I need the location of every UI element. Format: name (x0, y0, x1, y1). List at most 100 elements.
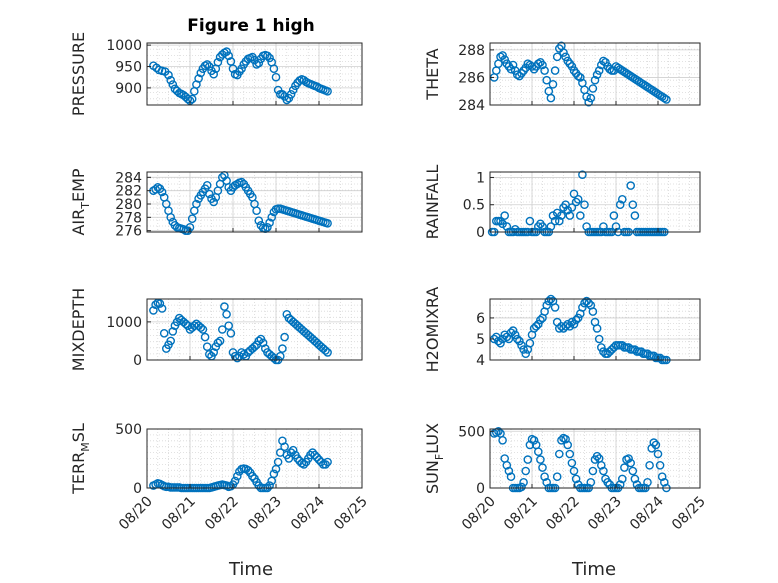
data-point (209, 348, 218, 357)
data-point (586, 93, 596, 103)
data-point (542, 300, 552, 310)
data-point (224, 51, 233, 61)
data-point (651, 440, 661, 450)
data-point (506, 64, 516, 74)
chart-panel-right-1: 284 286 288 THETA (423, 41, 701, 114)
data-point (582, 222, 591, 231)
data-point (536, 455, 545, 464)
data-point (166, 75, 175, 85)
data-point (624, 454, 633, 463)
data-point (498, 435, 507, 445)
data-point (200, 332, 210, 342)
data-point (599, 56, 608, 66)
y-axis-label: H2OMIXRA (423, 287, 442, 373)
data-point (508, 326, 518, 335)
chart-panel-left-1: 900 950 1000 PRESSURE (69, 32, 363, 116)
data-point (601, 58, 610, 67)
data-point (653, 449, 663, 459)
data-point (521, 349, 531, 359)
y-tick-label: 5 (476, 332, 485, 348)
data-point (254, 58, 264, 68)
data-point (170, 220, 180, 230)
x-tick-label: 08/23 (245, 494, 285, 534)
data-point (571, 315, 581, 325)
data-point (496, 338, 505, 348)
data-point (263, 51, 272, 61)
data-point (263, 222, 272, 232)
data-point (215, 336, 225, 346)
data-point (563, 440, 573, 450)
data-point (569, 189, 579, 199)
x-tick-label: 08/25 (331, 494, 371, 534)
data-point (506, 472, 516, 482)
data-point (222, 47, 231, 56)
data-point (282, 95, 292, 105)
data-point (243, 465, 253, 475)
data-point (599, 222, 608, 231)
data-point (567, 203, 577, 212)
data-point (542, 75, 552, 85)
data-point (237, 177, 246, 187)
x-axis-label-right: Time (571, 559, 616, 580)
data-point (561, 52, 570, 62)
data-point (273, 85, 283, 95)
data-point (273, 457, 283, 467)
y-tick-label: 286 (458, 70, 485, 86)
data-point (609, 211, 619, 220)
data-point (534, 59, 543, 69)
data-point (550, 303, 560, 312)
data-point (202, 180, 212, 190)
x-tick-label: 08/25 (669, 494, 709, 534)
data-point (580, 200, 589, 209)
data-point (525, 338, 535, 348)
data-point (529, 435, 539, 445)
data-point (498, 51, 507, 60)
data-point (586, 477, 596, 487)
data-point (531, 321, 541, 331)
data-point (542, 477, 552, 487)
data-point (500, 211, 510, 220)
data-point (293, 454, 302, 463)
data-point (155, 299, 165, 308)
data-point (192, 199, 201, 209)
y-tick-label: 500 (458, 424, 485, 440)
data-point (567, 317, 577, 327)
y-tick-label: 1000 (106, 315, 142, 331)
data-point (513, 70, 522, 79)
data-point (620, 463, 629, 472)
data-point (494, 336, 503, 346)
data-point (181, 319, 190, 329)
data-point (567, 62, 577, 71)
data-point (149, 306, 158, 315)
data-point (582, 92, 591, 101)
data-point (237, 64, 246, 73)
data-point (217, 325, 227, 334)
data-point (550, 216, 560, 226)
data-point (232, 353, 242, 363)
data-point (222, 309, 231, 319)
data-point (226, 481, 236, 491)
data-point (288, 85, 298, 95)
data-point (657, 472, 667, 482)
data-point (555, 216, 564, 226)
y-tick-label: 0 (476, 225, 485, 241)
data-point (187, 94, 197, 104)
y-axis-label: TERRMSL (69, 423, 92, 495)
data-point (588, 307, 598, 316)
data-point (567, 458, 577, 468)
data-point (544, 296, 554, 306)
data-point (569, 466, 579, 476)
data-point (594, 66, 604, 75)
chart-panel-left-4: 0 500 08/20 08/21 08/22 08/23 08/24 08/25 TERRMS… (69, 422, 371, 533)
x-tick-label: 08/24 (627, 493, 667, 533)
data-point (592, 451, 602, 461)
y-tick-label: 1000 (106, 38, 142, 54)
data-point (565, 321, 575, 331)
data-point (588, 466, 598, 476)
data-point (157, 304, 167, 313)
data-point (559, 48, 568, 57)
data-point (498, 334, 507, 344)
data-point (538, 222, 547, 231)
